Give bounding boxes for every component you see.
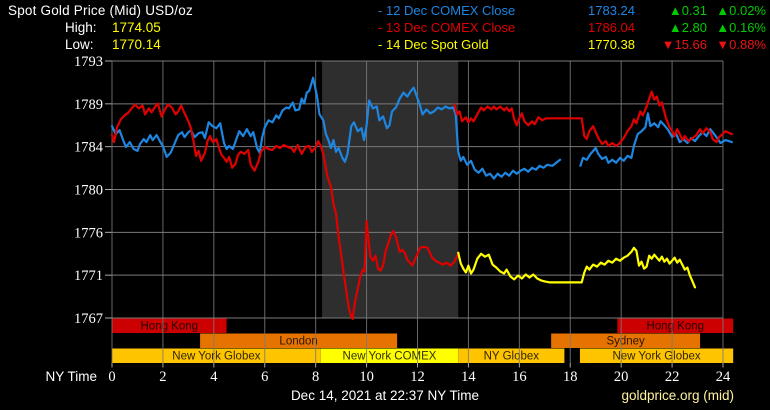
session-bar	[458, 348, 565, 363]
session-bar	[551, 333, 701, 348]
legend-series-label: - 13 Dec COMEX Close	[378, 20, 516, 35]
legend-series-value: 1770.38	[588, 37, 635, 52]
y-tick-label: 1780	[74, 183, 103, 199]
y-tick-label: 1793	[74, 54, 103, 70]
legend-series-change: ▲0.31	[668, 3, 707, 18]
legend-series-change-pct: ▼0.88%	[716, 37, 766, 52]
legend-series-value: 1786.04	[588, 20, 635, 35]
session-bar	[320, 348, 459, 363]
high-value: 1774.05	[112, 20, 161, 35]
y-tick-label: 1784	[74, 140, 104, 156]
x-tick-label: 4	[210, 369, 218, 385]
session-bar-label: New York Globex	[172, 351, 260, 363]
session-bar	[112, 318, 227, 333]
legend-series-change-pct: ▲0.16%	[716, 20, 766, 35]
session-bar	[617, 318, 734, 333]
x-tick-label: 14	[461, 369, 476, 385]
legend-series-label: - 14 Dec Spot Gold	[378, 37, 489, 52]
legend-row-0: - 12 Dec COMEX Close 1783.24 ▲0.31 ▲0.02%	[0, 3, 770, 19]
x-tick-label: 20	[614, 369, 629, 385]
low-value: 1770.14	[112, 37, 161, 52]
series-line-0	[579, 112, 734, 167]
x-tick-label: 8	[312, 369, 319, 385]
session-bar-label: New York Globex	[612, 351, 700, 363]
series-line-1	[110, 102, 460, 321]
legend-row-2: - 14 Dec Spot Gold 1770.38 ▼15.66 ▼0.88%	[0, 37, 770, 53]
y-tick-label: 1776	[74, 225, 103, 241]
session-bar-label: Hong Kong	[141, 321, 199, 333]
y-tick-label: 1771	[74, 268, 103, 284]
session-bar-label: Sydney	[606, 336, 645, 348]
timestamp: Dec 14, 2021 at 22:37 NY Time	[290, 388, 480, 403]
legend-series-change-pct: ▲0.02%	[716, 3, 766, 18]
legend-series-label: - 12 Dec COMEX Close	[378, 3, 516, 18]
source-credit: goldprice.org (mid)	[621, 388, 734, 403]
session-bar	[112, 348, 321, 363]
x-tick-label: 12	[410, 369, 425, 385]
x-tick-label: 6	[261, 369, 268, 385]
low-label: Low:	[65, 37, 94, 52]
x-tick-label: 10	[359, 369, 374, 385]
x-tick-label: 0	[108, 369, 115, 385]
y-tick-label: 1789	[74, 97, 103, 113]
session-bar	[579, 348, 734, 363]
y-tick-label: 1767	[74, 311, 103, 327]
x-tick-label: 16	[512, 369, 527, 385]
series-line-0	[110, 76, 562, 180]
page-title: Spot Gold Price (Mid) USD/oz	[8, 3, 193, 18]
x-tick-label: 2	[159, 369, 166, 385]
legend-row-1: - 13 Dec COMEX Close 1786.04 ▲2.80 ▲0.16%	[0, 20, 770, 36]
series-line-1	[453, 90, 734, 148]
x-tick-label: 24	[716, 369, 731, 385]
session-bar-label: NY Globex	[484, 351, 540, 363]
x-axis-title: NY Time	[45, 369, 97, 384]
session-bar-label: London	[279, 336, 317, 348]
x-tick-label: 18	[563, 369, 578, 385]
session-bar	[200, 333, 398, 348]
session-bar-label: Hong Kong	[646, 321, 704, 333]
series-line-2	[457, 246, 697, 289]
session-bar-label: New York COMEX	[343, 351, 437, 363]
legend-series-change: ▼15.66	[661, 37, 707, 52]
legend-series-change: ▲2.80	[668, 20, 707, 35]
legend-series-value: 1783.24	[588, 3, 635, 18]
x-tick-label: 22	[665, 369, 680, 385]
high-label: High:	[65, 20, 97, 35]
